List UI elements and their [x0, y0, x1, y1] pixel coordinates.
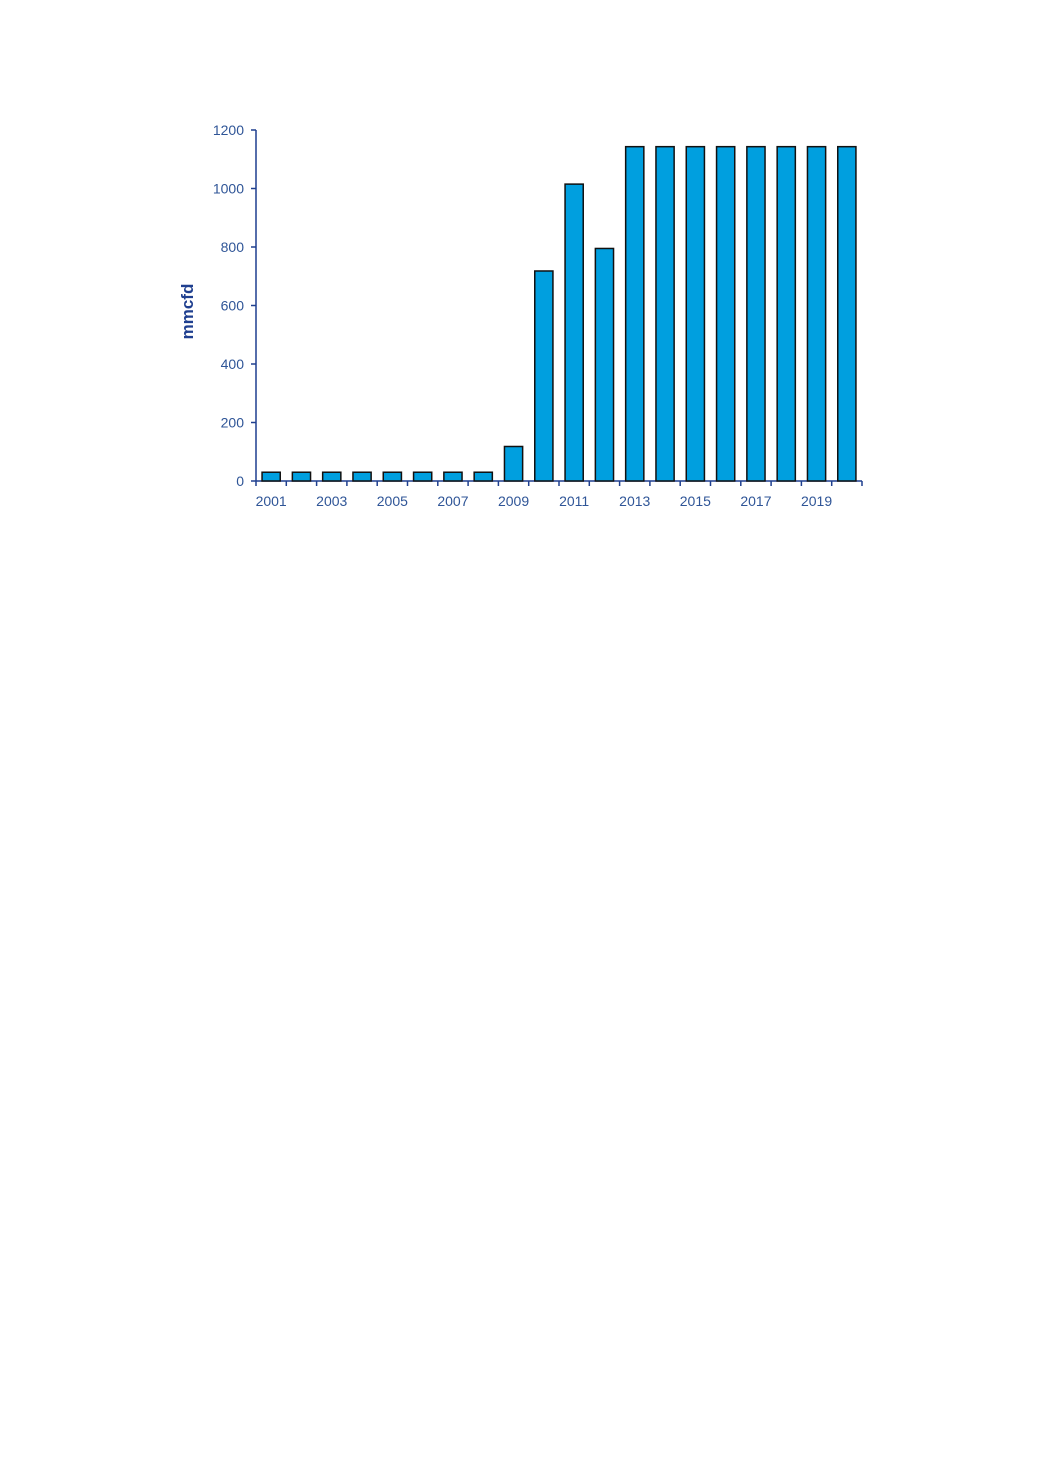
bar-2010 — [534, 270, 554, 482]
bar-2018 — [776, 145, 797, 482]
bar-2003 — [321, 471, 342, 482]
x-tick-label: 2019 — [801, 493, 832, 509]
y-axis-title: mmcfd — [178, 284, 197, 340]
bar-2004 — [352, 471, 372, 482]
bar-2008 — [473, 471, 494, 482]
x-axis: 2001 2003 2005 2007 2009 2011 2013 2015 2017 2019 — [255, 480, 863, 509]
y-tick-label: 1200 — [213, 122, 244, 138]
bars-group — [261, 145, 857, 482]
x-tick-label: 2013 — [619, 493, 650, 509]
x-tick-label: 2007 — [437, 493, 468, 509]
x-tick-label: 2001 — [256, 493, 287, 509]
bar-2001 — [261, 471, 281, 482]
bar-2013 — [624, 145, 645, 482]
y-tick-label: 1000 — [213, 181, 244, 197]
y-tick-label: 600 — [221, 298, 245, 314]
bar-2009 — [503, 445, 524, 482]
x-tick-label: 2011 — [559, 493, 589, 509]
x-tick-label: 2009 — [498, 493, 529, 509]
bar-2016 — [715, 145, 736, 482]
x-tick-label: 2017 — [740, 493, 771, 509]
y-tick-label: 200 — [221, 415, 245, 431]
bar-2014 — [655, 145, 675, 482]
bar-2005 — [382, 471, 403, 482]
x-tick-label: 2005 — [377, 493, 408, 509]
y-tick-label: 0 — [236, 473, 244, 489]
y-axis: 0 200 400 600 800 1000 1200 — [213, 122, 257, 489]
y-tick-label: 800 — [221, 239, 245, 255]
bar-2015 — [685, 145, 706, 482]
bar-2007 — [443, 471, 463, 482]
bar-2011 — [564, 183, 584, 482]
x-tick-label: 2015 — [680, 493, 711, 509]
bar-2020 — [837, 145, 857, 482]
bar-2019 — [806, 145, 827, 482]
bar-2017 — [746, 145, 766, 482]
y-tick-label: 400 — [221, 356, 245, 372]
bar-2012 — [594, 247, 615, 482]
x-tick-label: 2003 — [316, 493, 347, 509]
bar-2006 — [412, 471, 433, 482]
bar-2002 — [291, 471, 312, 482]
